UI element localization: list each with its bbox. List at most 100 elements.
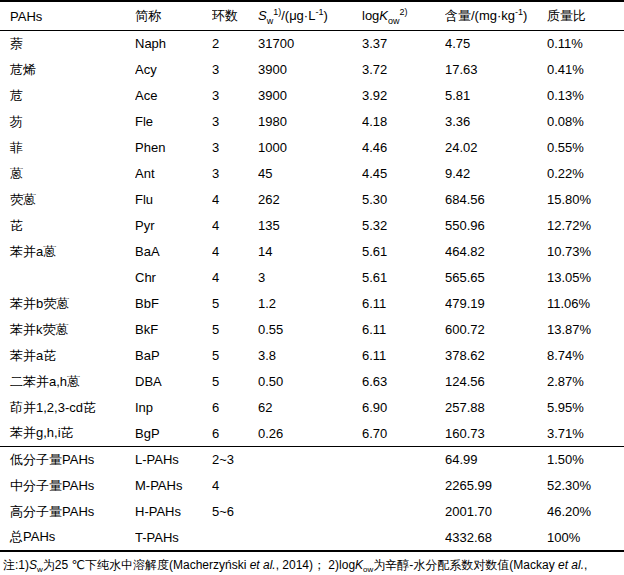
cell-sw: 262 [258,187,362,213]
cell-amount: 4.75 [445,31,547,57]
cell-sw: 135 [258,213,362,239]
col-header-solubility: Sw1)/(μg·L-1) [258,1,362,31]
cell-amount: 479.19 [445,291,547,317]
col-header-mass-ratio: 质量比 [547,1,624,31]
cell-logkow [362,447,445,473]
cell-pct: 5.95% [547,395,624,421]
cell-amount: 124.56 [445,369,547,395]
cell-rings: 4 [212,473,258,499]
cell-rings: 5~6 [212,499,258,525]
cell-amount: 17.63 [445,57,547,83]
cell-logkow: 3.92 [362,83,445,109]
cell-logkow [362,499,445,525]
cell-name: 芴 [0,109,135,135]
table-row: 茚并1,2,3-cd芘Inp6626.90257.885.95% [0,395,624,421]
cell-amount: 600.72 [445,317,547,343]
cell-logkow: 5.61 [362,239,445,265]
cell-amount: 257.88 [445,395,547,421]
cell-abbr: Flu [135,187,212,213]
cell-rings: 3 [212,109,258,135]
cell-name: 萘 [0,31,135,57]
table-row: 高分子量PAHsH-PAHs5~62001.7046.20% [0,499,624,525]
cell-abbr: T-PAHs [135,525,212,551]
col-header-logkow: logKow2) [362,1,445,31]
cell-logkow: 6.90 [362,395,445,421]
cell-rings: 5 [212,343,258,369]
cell-name: 低分子量PAHs [0,447,135,473]
cell-rings: 3 [212,161,258,187]
cell-abbr: H-PAHs [135,499,212,525]
table-row: 总PAHsT-PAHs4332.68100% [0,525,624,551]
cell-name: 苯并b荧蒽 [0,291,135,317]
cell-rings: 6 [212,421,258,447]
cell-logkow: 6.11 [362,291,445,317]
cell-rings: 2~3 [212,447,258,473]
cell-name: 苯并g,h,i芘 [0,421,135,447]
cell-pct: 0.08% [547,109,624,135]
cell-rings: 6 [212,395,258,421]
table-row: 苯并a芘BaP53.86.11378.628.74% [0,343,624,369]
cell-amount: 378.62 [445,343,547,369]
cell-rings: 3 [212,83,258,109]
cell-rings: 5 [212,317,258,343]
cell-amount: 684.56 [445,187,547,213]
cell-rings [212,525,258,551]
cell-abbr: Naph [135,31,212,57]
cell-abbr: M-PAHs [135,473,212,499]
cell-rings: 4 [212,239,258,265]
cell-name: 总PAHs [0,525,135,551]
cell-sw: 0.55 [258,317,362,343]
cell-abbr: BbF [135,291,212,317]
cell-name: 苯并k荧蒽 [0,317,135,343]
cell-abbr: Pyr [135,213,212,239]
cell-logkow: 6.11 [362,343,445,369]
cell-abbr: Inp [135,395,212,421]
table-row: 蒽Ant3454.459.420.22% [0,161,624,187]
cell-amount: 2001.70 [445,499,547,525]
cell-logkow: 3.37 [362,31,445,57]
cell-pct: 0.13% [547,83,624,109]
cell-pct: 13.87% [547,317,624,343]
cell-abbr: BaA [135,239,212,265]
cell-pct: 0.55% [547,135,624,161]
cell-amount: 9.42 [445,161,547,187]
cell-sw: 3.8 [258,343,362,369]
cell-pct: 0.11% [547,31,624,57]
col-header-content: 含量/(mg·kg-1) [445,1,547,31]
cell-name: 芘 [0,213,135,239]
pah-table: PAHs 简称 环数 Sw1)/(μg·L-1) logKow2) 含量/(mg… [0,0,624,552]
cell-pct: 0.41% [547,57,624,83]
table-footnote: 注:1)Sw为25 ℃下纯水中溶解度(Macherzyński et al., … [0,557,624,574]
cell-name: 二苯并a,h蒽 [0,369,135,395]
cell-sw: 3900 [258,57,362,83]
cell-amount: 4332.68 [445,525,547,551]
cell-pct: 12.72% [547,213,624,239]
cell-amount: 160.73 [445,421,547,447]
cell-logkow [362,525,445,551]
cell-sw: 14 [258,239,362,265]
cell-name: 苯并a芘 [0,343,135,369]
cell-sw: 31700 [258,31,362,57]
cell-name: 苊 [0,83,135,109]
col-header-rings: 环数 [212,1,258,31]
cell-rings: 3 [212,135,258,161]
cell-name: 中分子量PAHs [0,473,135,499]
header-row: PAHs 简称 环数 Sw1)/(μg·L-1) logKow2) 含量/(mg… [0,1,624,31]
cell-sw [258,473,362,499]
cell-name: 茚并1,2,3-cd芘 [0,395,135,421]
cell-pct: 15.80% [547,187,624,213]
cell-abbr: Ant [135,161,212,187]
cell-amount: 5.81 [445,83,547,109]
cell-name: 苊烯 [0,57,135,83]
table-row: 苯并a蒽BaA4145.61464.8210.73% [0,239,624,265]
cell-amount: 3.36 [445,109,547,135]
cell-amount: 24.02 [445,135,547,161]
cell-abbr: Ace [135,83,212,109]
cell-logkow: 5.61 [362,265,445,291]
cell-pct: 46.20% [547,499,624,525]
cell-name: 荧蒽 [0,187,135,213]
cell-pct: 1.50% [547,447,624,473]
cell-rings: 5 [212,369,258,395]
cell-sw: 3 [258,265,362,291]
table-row: 苊烯Acy339003.7217.630.41% [0,57,624,83]
